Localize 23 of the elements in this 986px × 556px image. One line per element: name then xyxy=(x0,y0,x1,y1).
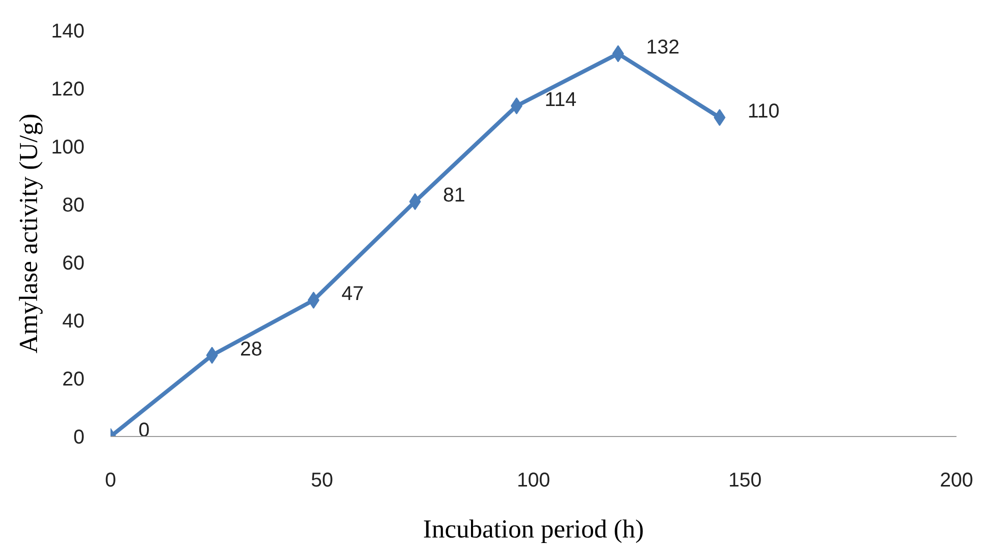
y-tick-label: 80 xyxy=(62,194,85,216)
y-tick-label: 0 xyxy=(73,426,84,448)
data-label: 114 xyxy=(544,88,576,111)
y-tick-label: 100 xyxy=(51,136,85,158)
y-tick-label: 40 xyxy=(62,310,85,332)
data-label: 47 xyxy=(342,283,364,306)
data-label: 81 xyxy=(443,184,466,207)
data-label: 0 xyxy=(138,420,150,442)
y-tick-label: 140 xyxy=(51,20,85,42)
x-tick-label: 150 xyxy=(728,470,762,492)
x-axis-title: Incubation period (h) xyxy=(423,514,644,544)
y-tick-label: 120 xyxy=(51,78,85,100)
y-tick-label: 60 xyxy=(62,252,85,274)
x-tick-label: 50 xyxy=(310,470,334,492)
data-label: 132 xyxy=(646,36,680,59)
data-label: 28 xyxy=(240,338,262,360)
data-label: 110 xyxy=(748,100,780,122)
x-tick-label: 200 xyxy=(940,470,974,492)
point xyxy=(714,109,726,126)
y-axis-title: Amylase activity (U/g) xyxy=(14,114,44,354)
y-tick-label: 20 xyxy=(62,368,85,390)
x-tick-label: 100 xyxy=(516,470,550,492)
x-tick-label: 0 xyxy=(104,470,116,492)
